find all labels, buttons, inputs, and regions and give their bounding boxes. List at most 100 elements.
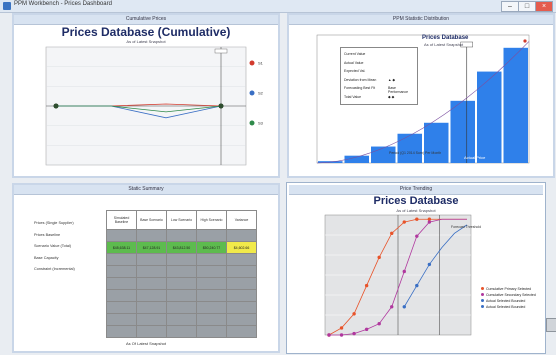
table-cell[interactable] xyxy=(166,277,197,290)
legend-marker xyxy=(249,60,255,66)
panel-header: Price Trending xyxy=(289,185,543,195)
series-line xyxy=(56,105,222,113)
bar-callout: Actual Price xyxy=(464,155,486,160)
bar xyxy=(477,71,502,163)
table-cell[interactable] xyxy=(226,253,257,266)
table-cell[interactable] xyxy=(226,313,257,326)
legend-label: Total Value xyxy=(344,94,362,99)
window-title: PPM Workbench - Prices Dashboard xyxy=(14,1,112,7)
summary-panel[interactable]: Static Summary Simulated Baseline Base Sc… xyxy=(12,183,280,353)
data-point xyxy=(415,217,419,221)
table-cell[interactable] xyxy=(226,301,257,314)
legend-item: Total Value ◆ ◆ xyxy=(344,95,414,99)
table-cell[interactable] xyxy=(166,253,197,266)
column-header: Simulated Baseline xyxy=(106,210,137,230)
table-cell[interactable] xyxy=(136,277,167,290)
table-row xyxy=(106,301,257,314)
legend-item: Expected Val. xyxy=(344,69,414,73)
table-row: $45,638.11 $47,128.91 $43,812.50 $50,240.77… xyxy=(106,241,257,254)
reference-tag xyxy=(460,41,473,48)
legend-label: S1 xyxy=(258,61,264,66)
data-point xyxy=(402,269,406,274)
table-cell[interactable] xyxy=(166,301,197,314)
table-cell[interactable] xyxy=(196,253,227,266)
table-header-row: Simulated Baseline Base Scenario Low Scena… xyxy=(106,210,257,230)
chart-subtitle: As of Latest Snapshot xyxy=(396,208,436,213)
legend-label: Deviation from Mean xyxy=(344,77,377,82)
legend-marker: Base Performance xyxy=(388,86,409,94)
cumulative-panel[interactable]: Cumulative Prices Prices Database (Cumul… xyxy=(12,13,280,178)
table-cell[interactable] xyxy=(196,229,227,242)
table-cell[interactable] xyxy=(106,277,137,290)
table-cell[interactable] xyxy=(196,301,227,314)
trending-panel[interactable]: Price Trending Prices Database As of Lat… xyxy=(287,183,545,353)
table-cell[interactable] xyxy=(136,313,167,326)
trending-chart xyxy=(324,214,472,337)
distribution-panel[interactable]: PPM Statistic Distribution Prices Databa… xyxy=(287,13,555,178)
panel-header: Cumulative Prices xyxy=(14,15,278,25)
table-cell[interactable] xyxy=(166,229,197,242)
table-cell[interactable] xyxy=(196,265,227,278)
close-button[interactable]: × xyxy=(535,1,553,12)
data-point xyxy=(402,305,406,309)
table-cell[interactable] xyxy=(106,313,137,326)
column-header: Low Scenario xyxy=(166,210,197,230)
table-cell[interactable] xyxy=(226,289,257,302)
table-cell[interactable] xyxy=(166,265,197,278)
table-cell[interactable] xyxy=(106,229,137,242)
table-cell[interactable]: $4,602.66 xyxy=(226,241,257,254)
data-point xyxy=(390,305,394,309)
table-cell[interactable] xyxy=(196,277,227,290)
legend-marker: ◆ ◆ xyxy=(388,94,395,99)
table-cell[interactable] xyxy=(136,289,167,302)
table-cell[interactable] xyxy=(106,265,137,278)
scroll-handle[interactable] xyxy=(546,318,556,332)
data-point xyxy=(427,217,432,221)
table-cell[interactable] xyxy=(226,277,257,290)
data-point xyxy=(377,322,381,326)
table-cell[interactable] xyxy=(106,301,137,314)
legend-item: Actual Selected Bounded xyxy=(481,299,536,303)
table-cell[interactable] xyxy=(226,325,257,338)
maximize-button[interactable]: □ xyxy=(518,1,536,12)
legend-marker xyxy=(481,293,484,296)
table-cell[interactable] xyxy=(196,313,227,326)
table-cell[interactable] xyxy=(136,265,167,278)
bar xyxy=(450,100,475,163)
data-point xyxy=(364,283,369,288)
table-cell[interactable] xyxy=(196,325,227,338)
chart-legend: Current Value Actual Value Expected Val. De… xyxy=(340,47,418,105)
table-cell[interactable]: $43,812.50 xyxy=(166,241,197,254)
legend-item: Deviation from Mean ▲ ◆ xyxy=(344,78,414,82)
data-point xyxy=(53,103,59,109)
data-point xyxy=(427,220,432,224)
table-cell[interactable]: $50,240.77 xyxy=(196,241,227,254)
legend-label: S3 xyxy=(258,121,264,126)
table-cell[interactable] xyxy=(196,289,227,302)
minimize-button[interactable]: – xyxy=(501,1,519,12)
table-cell[interactable] xyxy=(106,325,137,338)
table-cell[interactable] xyxy=(136,325,167,338)
table-row xyxy=(106,313,257,326)
table-cell[interactable] xyxy=(106,253,137,266)
row-label: Prices Baseline xyxy=(34,232,61,237)
trend-line xyxy=(316,41,530,164)
table-cell[interactable] xyxy=(136,301,167,314)
table-cell[interactable]: $45,638.11 xyxy=(106,241,137,254)
table-cell[interactable]: $47,128.91 xyxy=(136,241,167,254)
table-cell[interactable] xyxy=(136,229,167,242)
column-header: Base Scenario xyxy=(136,210,167,230)
legend-marker xyxy=(249,90,255,96)
row-label: Base Capacity xyxy=(34,255,59,260)
legend-item: Forecasting Best Fit Base Performance xyxy=(344,86,414,94)
table-cell[interactable] xyxy=(226,229,257,242)
table-row xyxy=(106,229,257,242)
table-cell[interactable] xyxy=(166,313,197,326)
threshold-annotation: Forecast Threshold xyxy=(451,225,482,229)
table-cell[interactable] xyxy=(166,325,197,338)
table-cell[interactable] xyxy=(106,289,137,302)
table-cell[interactable] xyxy=(226,265,257,278)
table-cell[interactable] xyxy=(136,253,167,266)
table-row xyxy=(106,253,257,266)
table-cell[interactable] xyxy=(166,289,197,302)
